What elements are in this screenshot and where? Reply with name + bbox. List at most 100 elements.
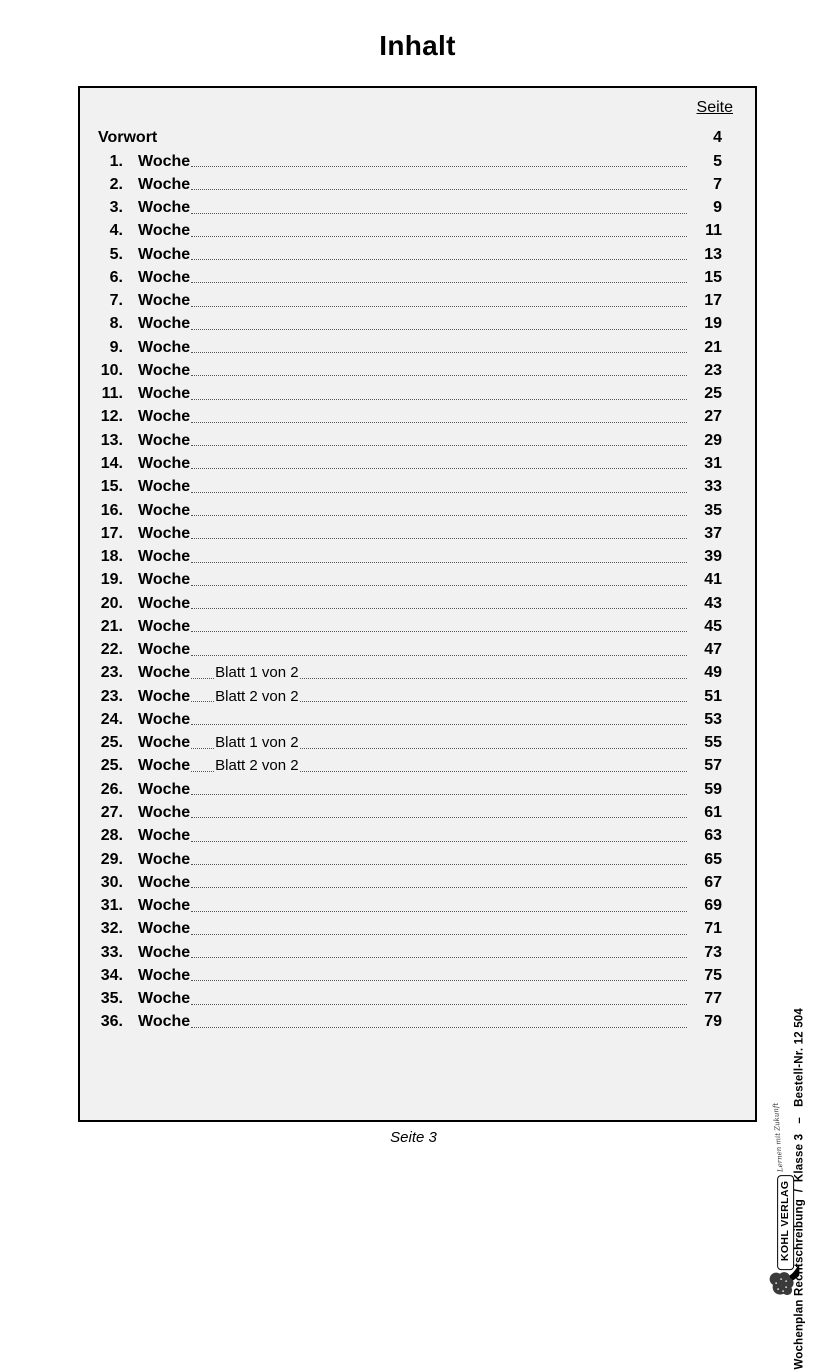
entry-page: 29: [704, 431, 722, 449]
dotted-leader: [191, 166, 687, 168]
toc-entry-row: 18. Woche 39: [98, 543, 722, 566]
entry-page: 21: [704, 338, 722, 356]
entry-number: 32.: [100, 920, 123, 938]
entry-number: 16.: [100, 501, 123, 519]
entry-number: 25.: [100, 757, 123, 775]
page-title: Inhalt: [379, 30, 456, 61]
toc-entry-row: 33. Woche 73: [98, 938, 722, 961]
entry-label: Woche: [138, 827, 191, 845]
dotted-leader: [191, 608, 687, 610]
entry-number: 3.: [109, 199, 123, 217]
entry-label: Woche: [138, 338, 191, 356]
dotted-leader: [191, 887, 687, 889]
toc-entry-row: 23. Woche Blatt 2 von 2 51: [98, 682, 722, 705]
dotted-leader: [191, 328, 687, 330]
entry-page: 67: [704, 873, 722, 891]
entry-number: 23.: [100, 664, 123, 682]
entry-label: Woche: [138, 664, 191, 682]
entry-number: 1.: [109, 152, 123, 170]
toc-entry-row: 5. Woche 13: [98, 240, 722, 263]
toc-entry-row: 7. Woche 17: [98, 287, 722, 310]
preface-page: 4: [713, 129, 722, 147]
dotted-leader: [191, 468, 687, 470]
toc-entry-row: 36. Woche 79: [98, 1008, 722, 1031]
dotted-leader: [191, 352, 687, 354]
toc-entry-row: 17. Woche 37: [98, 520, 722, 543]
toc-entry-row: 13. Woche 29: [98, 426, 722, 449]
dotted-leader: [191, 421, 687, 423]
toc-entry-row: 35. Woche 77: [98, 985, 722, 1008]
entry-label: Woche: [138, 431, 191, 449]
dotted-leader: [299, 701, 687, 703]
seite-label: Seite: [696, 99, 733, 116]
entry-number: 15.: [100, 478, 123, 496]
toc-entry-row: 16. Woche 35: [98, 496, 722, 519]
entry-page: 65: [704, 850, 722, 868]
entry-number: 2.: [109, 175, 123, 193]
toc-entry-row: 8. Woche 19: [98, 310, 722, 333]
toc-entry-row: 21. Woche 45: [98, 613, 722, 636]
entry-number: 10.: [100, 361, 123, 379]
toc-entry-row: 11. Woche 25: [98, 380, 722, 403]
entry-label: Woche: [138, 478, 191, 496]
entry-number: 29.: [100, 850, 123, 868]
entry-label: Woche: [138, 268, 191, 286]
entry-label: Woche: [138, 710, 191, 728]
dotted-leader: [191, 957, 687, 959]
entry-page: 17: [704, 292, 722, 310]
entry-number: 13.: [100, 431, 123, 449]
entry-number: 18.: [100, 548, 123, 566]
dotted-leader: [191, 189, 687, 191]
toc-entry-row: 12. Woche 27: [98, 403, 722, 426]
entry-page: 61: [704, 803, 722, 821]
entry-number: 8.: [109, 315, 123, 333]
entry-label: Woche: [138, 548, 191, 566]
entry-label: Woche: [138, 501, 191, 519]
toc-entry-row: 28. Woche 63: [98, 822, 722, 845]
toc-entry-row: 20. Woche 43: [98, 589, 722, 612]
toc-preface-row: Vorwort 4: [98, 124, 722, 147]
entry-sublabel: Blatt 1 von 2: [215, 734, 299, 752]
entry-number: 34.: [100, 966, 123, 984]
dotted-leader: [191, 259, 687, 261]
entry-page: 71: [704, 920, 722, 938]
entry-page: 49: [704, 664, 722, 682]
entry-page: 45: [704, 617, 722, 635]
toc-entry-row: 3. Woche 9: [98, 194, 722, 217]
dotted-leader: [191, 840, 687, 842]
dotted-leader: [191, 305, 687, 307]
toc-entry-row: 27. Woche 61: [98, 799, 722, 822]
dotted-leader-short: [191, 677, 215, 679]
entry-label: Woche: [138, 803, 191, 821]
entry-page: 77: [704, 990, 722, 1008]
entry-page: 79: [704, 1013, 722, 1031]
toc-entry-row: 34. Woche 75: [98, 962, 722, 985]
entry-number: 31.: [100, 897, 123, 915]
dotted-leader: [299, 677, 687, 679]
entry-label: Woche: [138, 524, 191, 542]
dotted-leader: [191, 933, 687, 935]
entry-number: 24.: [100, 710, 123, 728]
logo-wordmark: KOHL VERLAG: [776, 1175, 794, 1271]
entry-label: Woche: [138, 641, 191, 659]
entry-number: 21.: [100, 617, 123, 635]
entry-number: 20.: [100, 594, 123, 612]
entry-page: 9: [713, 199, 722, 217]
toc-entry-row: 9. Woche 21: [98, 333, 722, 356]
entry-number: 9.: [109, 338, 123, 356]
entry-number: 14.: [100, 454, 123, 472]
toc-entry-row: 29. Woche 65: [98, 845, 722, 868]
dotted-leader: [191, 282, 687, 284]
toc-entry-row: 2. Woche 7: [98, 171, 722, 194]
dotted-leader: [191, 654, 687, 656]
entry-label: Woche: [138, 292, 191, 310]
entry-number: 4.: [109, 222, 123, 240]
dotted-leader: [191, 980, 687, 982]
dotted-leader: [191, 910, 687, 912]
dotted-leader: [299, 770, 687, 772]
entry-page: 37: [704, 524, 722, 542]
toc-entry-row: 10. Woche 23: [98, 357, 722, 380]
dotted-leader: [191, 724, 687, 726]
toc-box: Seite Vorwort 4 1. Woche 5 2. Woche 7 3.…: [78, 86, 757, 1122]
entry-page: 51: [704, 687, 722, 705]
